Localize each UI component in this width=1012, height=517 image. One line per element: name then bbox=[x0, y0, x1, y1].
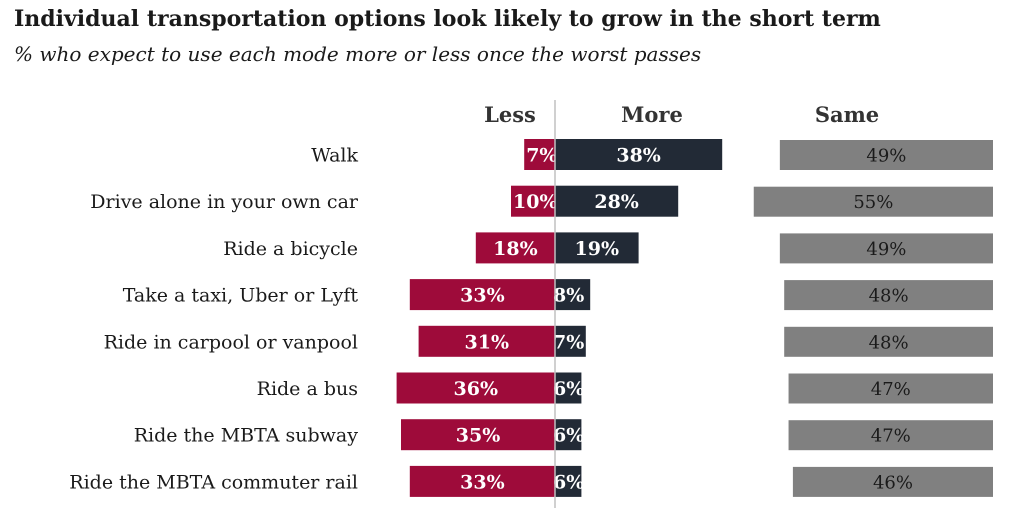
data-label-more: 7% bbox=[553, 331, 584, 353]
bar-same bbox=[792, 466, 993, 497]
bar-more bbox=[555, 465, 582, 497]
category-label: Take a taxi, Uber or Lyft bbox=[123, 285, 359, 307]
bar-more bbox=[555, 279, 591, 311]
category-label: Ride the MBTA subway bbox=[134, 425, 359, 447]
bar-same bbox=[779, 233, 993, 264]
bar-less bbox=[401, 419, 555, 451]
data-label-less: 31% bbox=[465, 331, 510, 353]
category-label: Ride the MBTA commuter rail bbox=[69, 471, 358, 493]
bar-less bbox=[524, 139, 555, 170]
data-label-more: 19% bbox=[575, 238, 620, 260]
data-label-more: 38% bbox=[616, 145, 661, 167]
data-label-less: 33% bbox=[460, 471, 505, 493]
bar-more bbox=[555, 419, 582, 451]
bar-same bbox=[784, 280, 993, 311]
bar-less bbox=[409, 465, 555, 497]
chart-subtitle: % who expect to use each mode more or le… bbox=[14, 42, 702, 66]
category-label: Walk bbox=[311, 145, 358, 167]
bar-more bbox=[555, 185, 679, 217]
data-label-more: 6% bbox=[553, 425, 584, 447]
category-label: Drive alone in your own car bbox=[90, 191, 359, 213]
bar-less bbox=[396, 372, 555, 404]
data-label-more: 28% bbox=[594, 191, 639, 213]
bar-more bbox=[555, 372, 582, 404]
data-label-same: 49% bbox=[866, 239, 906, 260]
data-label-same: 46% bbox=[873, 472, 913, 493]
bar-more bbox=[555, 232, 639, 264]
header-less: Less bbox=[484, 102, 536, 127]
category-label: Ride in carpool or vanpool bbox=[104, 331, 358, 353]
data-label-more: 6% bbox=[553, 471, 584, 493]
bar-same bbox=[784, 326, 993, 357]
bar-less bbox=[409, 279, 555, 311]
header-same: Same bbox=[815, 102, 879, 127]
bar-less bbox=[418, 325, 555, 357]
bar-same bbox=[788, 373, 993, 404]
data-label-less: 18% bbox=[493, 238, 538, 260]
bar-more bbox=[555, 139, 723, 170]
data-label-same: 55% bbox=[853, 192, 893, 213]
header-more: More bbox=[621, 102, 683, 127]
bar-same bbox=[788, 420, 993, 451]
data-label-less: 10% bbox=[513, 191, 558, 213]
bar-less bbox=[475, 232, 555, 264]
data-label-same: 47% bbox=[871, 379, 911, 400]
bar-less bbox=[511, 185, 555, 217]
data-label-same: 49% bbox=[866, 146, 906, 167]
data-label-same: 48% bbox=[869, 286, 909, 307]
bar-same bbox=[753, 186, 993, 217]
chart-title: Individual transportation options look l… bbox=[14, 6, 881, 32]
bar-more bbox=[555, 325, 586, 357]
data-label-more: 8% bbox=[553, 285, 584, 307]
data-label-more: 6% bbox=[553, 378, 584, 400]
data-label-same: 47% bbox=[871, 426, 911, 447]
category-label: Ride a bus bbox=[257, 378, 358, 400]
bar-same bbox=[779, 140, 993, 170]
data-label-less: 7% bbox=[526, 145, 557, 167]
data-label-same: 48% bbox=[869, 332, 909, 353]
data-label-less: 36% bbox=[454, 378, 499, 400]
data-label-less: 33% bbox=[460, 285, 505, 307]
category-label: Ride a bicycle bbox=[223, 238, 358, 260]
data-label-less: 35% bbox=[456, 425, 501, 447]
